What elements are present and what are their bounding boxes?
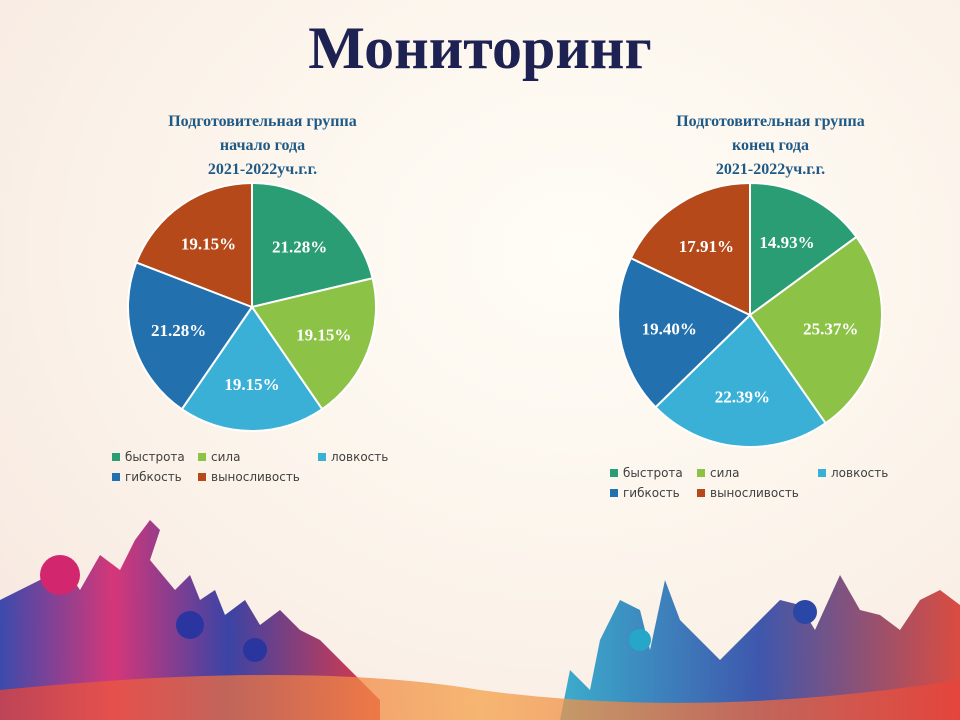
legend-item-ловкость: ловкость <box>818 466 888 480</box>
legend-label: ловкость <box>831 466 889 480</box>
legend-swatch <box>112 453 120 461</box>
legend-swatch <box>198 473 206 481</box>
data-label-сила: 25.37% <box>803 319 858 338</box>
chart-1-title-line-3: 2021-2022уч.г.г. <box>207 161 318 178</box>
legend-label: выносливость <box>211 470 300 484</box>
legend-swatch <box>697 469 705 477</box>
pie-slice-сила <box>748 235 883 425</box>
legend-item-ловкость: ловкость <box>318 450 388 464</box>
pie-slice-выносливость <box>134 181 253 309</box>
legend-swatch <box>610 489 618 497</box>
data-label-ловкость: 22.39% <box>715 387 770 406</box>
legend-item-сила: сила <box>697 466 739 480</box>
pie-slice-выносливость <box>629 181 751 317</box>
chart-1-title-line-2: начало года <box>219 137 306 154</box>
legend-swatch <box>318 453 326 461</box>
legend-label: гибкость <box>623 486 680 500</box>
legend-label: выносливость <box>710 486 799 500</box>
pie-slice-быстрота <box>251 181 374 309</box>
chart-2-title-line-1: Подготовительная группа <box>676 113 865 130</box>
chart-1-title: Подготовительная группа начало года 2021… <box>110 110 415 182</box>
legend-item-сила: сила <box>198 450 240 464</box>
legend-item-выносливость: выносливость <box>198 470 300 484</box>
legend-label: сила <box>211 450 241 464</box>
legend-swatch <box>697 489 705 497</box>
data-label-гибкость: 19.40% <box>642 319 697 338</box>
data-label-быстрота: 21.28% <box>272 238 327 257</box>
data-label-выносливость: 17.91% <box>679 237 734 256</box>
chart-1-title-line-1: Подготовительная группа <box>168 113 357 130</box>
chart-2-title: Подготовительная группа конец года 2021-… <box>618 110 923 182</box>
legend-label: ловкость <box>331 450 389 464</box>
legend-item-гибкость: гибкость <box>112 470 182 484</box>
pie-slice-ловкость <box>654 313 827 448</box>
data-label-быстрота: 14.93% <box>759 233 814 252</box>
legend-label: сила <box>710 466 740 480</box>
legend-swatch <box>112 473 120 481</box>
data-label-выносливость: 19.15% <box>181 235 236 254</box>
data-label-гибкость: 21.28% <box>151 321 206 340</box>
pie-slice-гибкость <box>127 261 254 411</box>
legend-item-быстрота: быстрота <box>610 466 683 480</box>
legend-swatch <box>818 469 826 477</box>
data-label-ловкость: 19.15% <box>224 375 279 394</box>
legend-label: быстрота <box>125 450 185 464</box>
chart-2-title-line-2: конец года <box>731 137 810 154</box>
legend-label: гибкость <box>125 470 182 484</box>
legend-item-быстрота: быстрота <box>112 450 185 464</box>
legend-swatch <box>610 469 618 477</box>
legend-item-гибкость: гибкость <box>610 486 680 500</box>
pie-slice-сила <box>250 277 377 411</box>
data-label-сила: 19.15% <box>296 326 351 345</box>
slide-title: Мониторинг <box>308 15 652 81</box>
pie-slice-ловкость <box>180 305 324 432</box>
pie-slice-гибкость <box>617 256 752 409</box>
legend-label: быстрота <box>623 466 683 480</box>
legend-item-выносливость: выносливость <box>697 486 799 500</box>
legend-swatch <box>198 453 206 461</box>
pie-slice-быстрота <box>749 181 858 317</box>
chart-2-title-line-3: 2021-2022уч.г.г. <box>715 161 826 178</box>
